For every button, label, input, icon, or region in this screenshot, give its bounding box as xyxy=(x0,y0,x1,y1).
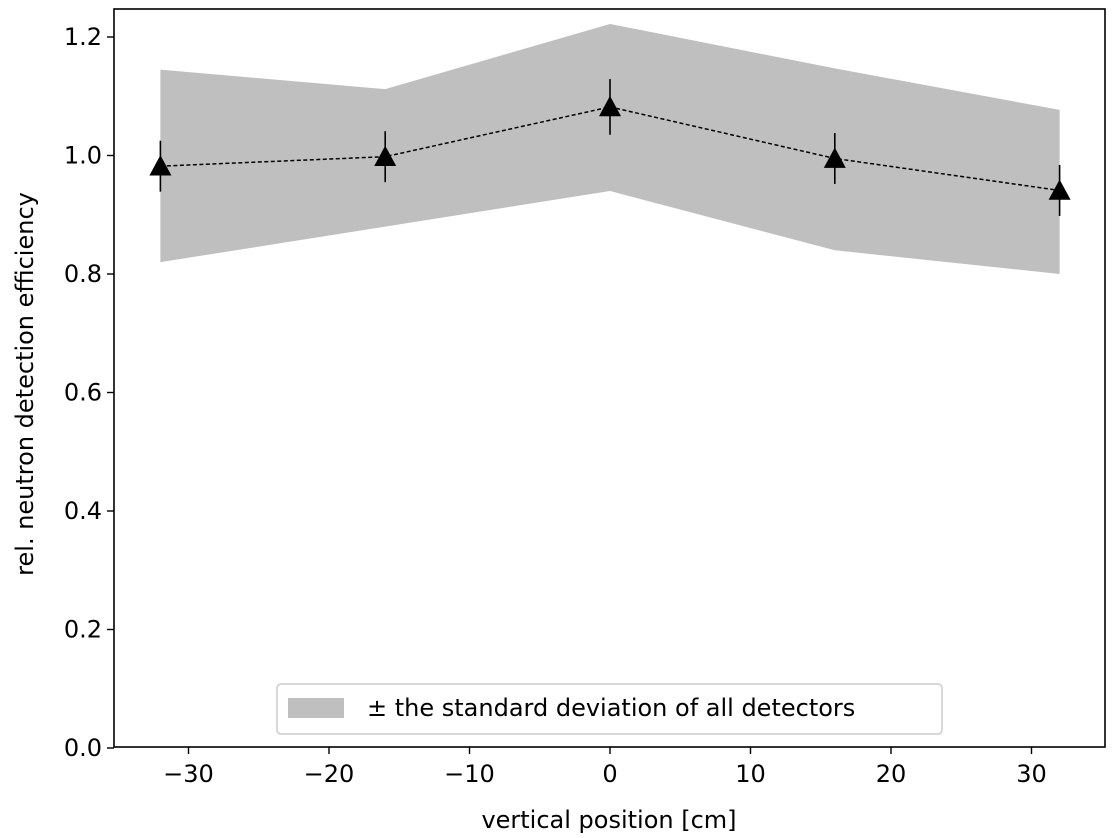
x-tick-label: 10 xyxy=(735,760,766,788)
y-tick-label: 0.6 xyxy=(64,379,102,407)
y-tick-label: 1.0 xyxy=(64,142,102,170)
std-deviation-band xyxy=(160,23,1060,275)
x-tick-label: 0 xyxy=(602,760,617,788)
y-axis-label: rel. neutron detection efficiency xyxy=(11,192,39,576)
x-axis-label: vertical position [cm] xyxy=(481,806,736,834)
x-tick-label: 30 xyxy=(1016,760,1047,788)
marker-layer xyxy=(149,95,1071,200)
data-point xyxy=(374,145,397,167)
data-point xyxy=(149,155,172,176)
y-tick-label: 1.2 xyxy=(64,23,102,51)
legend-swatch xyxy=(288,698,344,718)
legend-frame xyxy=(276,683,943,735)
data-point xyxy=(823,147,846,168)
y-tick-label: 0.4 xyxy=(64,497,102,525)
x-tick-label: −30 xyxy=(163,760,214,788)
data-point xyxy=(599,95,621,117)
x-tick-label: −10 xyxy=(444,760,495,788)
x-axis-ticks: −30 −20 −10 0 10 20 30 xyxy=(163,747,1047,788)
x-tick-label: 20 xyxy=(876,760,907,788)
y-tick-label: 0.2 xyxy=(64,616,102,644)
legend-label: ± the standard deviation of all detector… xyxy=(367,694,855,722)
data-point xyxy=(1048,179,1071,200)
y-axis-ticks: 0.0 0.2 0.4 0.6 0.8 1.0 1.2 xyxy=(64,23,114,762)
y-tick-label: 0.0 xyxy=(64,734,102,762)
band-layer xyxy=(160,23,1060,275)
x-tick-label: −20 xyxy=(304,760,355,788)
y-tick-label: 0.8 xyxy=(64,260,102,288)
legend: ± the standard deviation of all detector… xyxy=(276,683,943,735)
